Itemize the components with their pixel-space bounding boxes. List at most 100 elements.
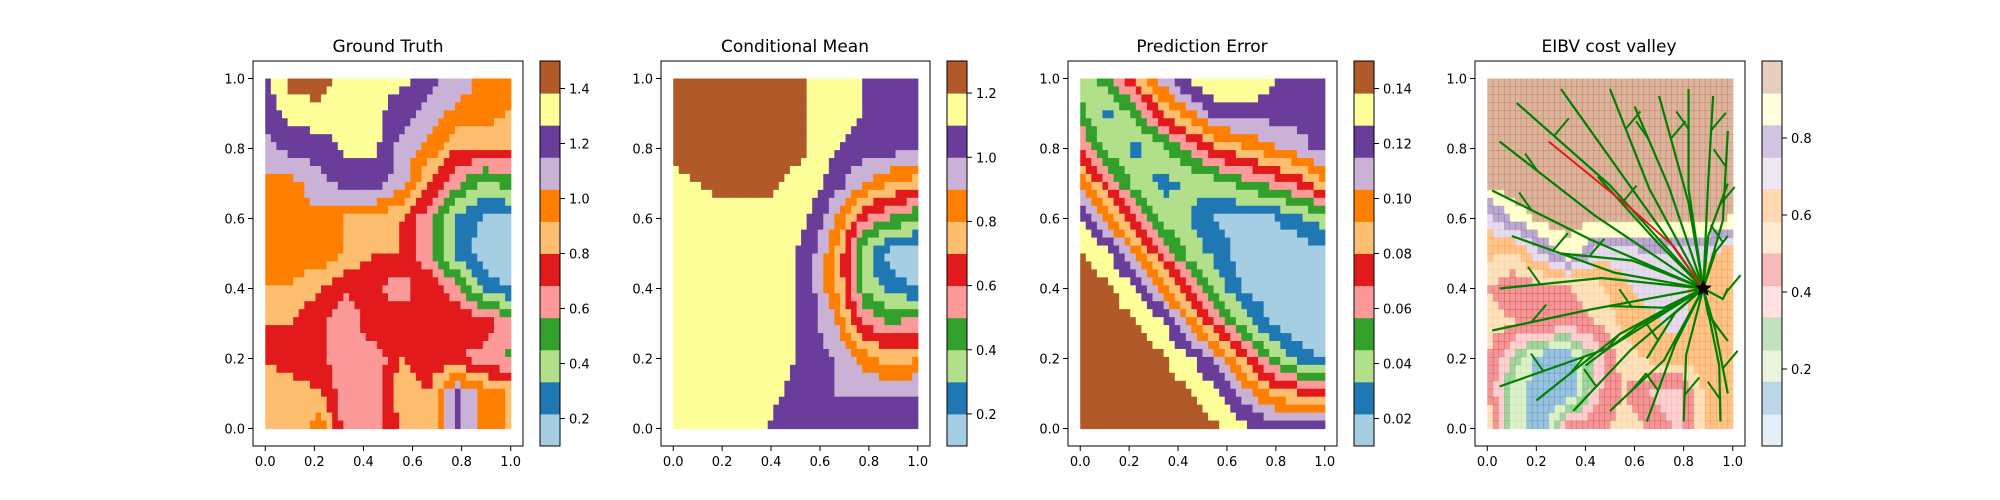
- ground-truth-cell: [393, 253, 400, 263]
- prediction-error-cell: [1308, 150, 1315, 159]
- conditional-mean-cell: [762, 86, 769, 95]
- conditional-mean-cell: [862, 333, 869, 342]
- conditional-mean-cell: [784, 110, 791, 119]
- prediction-error-cell: [1091, 110, 1098, 119]
- prediction-error-cell: [1196, 142, 1204, 151]
- ground-truth-cell: [293, 118, 300, 127]
- prediction-error-cell: [1096, 245, 1104, 255]
- ground-truth-cell: [404, 126, 411, 135]
- conditional-mean-cell: [856, 197, 863, 207]
- ground-truth-cell: [477, 94, 484, 103]
- ground-truth-cell: [449, 333, 456, 342]
- ground-truth-cell: [270, 364, 278, 374]
- conditional-mean-cell: [767, 78, 774, 88]
- conditional-mean-frame: [660, 60, 931, 447]
- conditional-mean-cell: [856, 181, 863, 191]
- ground-truth-cell: [321, 86, 328, 95]
- conditional-mean-cell: [823, 173, 830, 183]
- conditional-mean-cell: [751, 237, 758, 247]
- prediction-error-cell: [1258, 134, 1265, 143]
- ground-truth-cell: [326, 301, 333, 310]
- prediction-error-cell: [1135, 173, 1142, 183]
- conditional-mean-cell: [701, 189, 708, 199]
- ground-truth-cell: [438, 317, 445, 326]
- ground-truth-cell: [482, 388, 490, 398]
- ground-truth-cell: [376, 356, 384, 366]
- conditional-mean-cell: [745, 221, 752, 231]
- prediction-error-cell: [1102, 166, 1109, 175]
- conditional-mean-cell: [806, 142, 813, 151]
- ground-truth-cell: [438, 404, 445, 414]
- conditional-mean-cell: [839, 118, 847, 127]
- ground-truth-cell: [276, 253, 283, 263]
- ground-truth-cell: [432, 412, 439, 422]
- prediction-error-cell: [1269, 86, 1276, 95]
- conditional-mean-cell: [701, 213, 708, 223]
- conditional-mean-cell: [884, 245, 891, 255]
- conditional-mean-cell: [817, 158, 824, 167]
- ground-truth-cell: [343, 380, 350, 390]
- conditional-mean-cell: [862, 420, 869, 430]
- ground-truth-cell: [454, 158, 462, 167]
- ground-truth-cell: [276, 317, 283, 326]
- conditional-mean-cell: [862, 348, 869, 358]
- prediction-error-cell: [1274, 237, 1281, 247]
- ground-truth-cell: [276, 94, 283, 103]
- ground-truth-cell: [388, 388, 395, 398]
- conditional-mean-cell: [723, 229, 730, 239]
- prediction-error-cell: [1313, 78, 1320, 88]
- prediction-error-cell: [1319, 237, 1326, 247]
- prediction-error-cell: [1230, 181, 1237, 191]
- ground-truth-cell: [477, 356, 484, 366]
- prediction-error-cell: [1302, 150, 1309, 159]
- conditional-mean-cell: [823, 126, 830, 135]
- ground-truth-cell: [304, 126, 311, 135]
- conditional-mean-cell: [773, 189, 780, 199]
- conditional-mean-cell: [834, 420, 841, 430]
- prediction-error-cell: [1141, 126, 1148, 135]
- ground-truth-cell: [438, 420, 445, 430]
- prediction-error-cell: [1108, 237, 1115, 247]
- ground-truth-cell: [488, 118, 495, 127]
- ground-truth-cell: [427, 150, 434, 159]
- ground-truth-cell: [427, 341, 434, 350]
- conditional-mean-cell: [795, 396, 802, 406]
- ground-truth-cell: [393, 189, 400, 199]
- conditional-mean-cell: [673, 197, 680, 207]
- ground-truth-cell: [421, 356, 428, 366]
- ground-truth-cell: [360, 372, 367, 382]
- conditional-mean-cell: [701, 229, 708, 239]
- ground-truth-cell: [276, 348, 283, 358]
- conditional-mean-cell: [723, 245, 730, 255]
- prediction-error-cell: [1291, 78, 1298, 88]
- ground-truth-cell: [276, 420, 283, 430]
- conditional-mean-cell: [789, 277, 797, 286]
- conditional-mean-cell: [817, 412, 824, 422]
- conditional-mean-cell: [723, 94, 730, 103]
- conditional-mean-cell: [784, 158, 791, 167]
- conditional-mean-cell: [867, 166, 874, 175]
- conditional-mean-cell: [745, 372, 752, 382]
- prediction-error-cell: [1096, 213, 1104, 223]
- ground-truth-cell: [382, 181, 389, 191]
- ground-truth-cell: [404, 412, 411, 422]
- prediction-error-cell: [1163, 142, 1170, 151]
- conditional-mean-cell: [856, 420, 863, 430]
- conditional-mean-cell: [839, 285, 847, 294]
- conditional-mean-cell: [678, 245, 685, 255]
- prediction-error-cell: [1319, 213, 1326, 223]
- conditional-mean-cell: [801, 285, 808, 294]
- ground-truth-cell: [343, 102, 350, 111]
- ground-truth-cell: [499, 197, 506, 207]
- conditional-mean-cell: [717, 341, 724, 350]
- conditional-mean-cell: [795, 356, 802, 366]
- ground-truth-cell: [477, 245, 484, 255]
- ground-truth-cell: [304, 420, 311, 430]
- prediction-error-cell: [1174, 166, 1181, 175]
- ground-truth-cell: [276, 213, 283, 223]
- ground-truth-cell: [454, 197, 462, 207]
- conditional-mean-cell: [689, 253, 697, 263]
- ground-truth-cell: [415, 221, 423, 231]
- prediction-error-cell: [1135, 205, 1142, 215]
- conditional-mean-cell: [678, 277, 685, 286]
